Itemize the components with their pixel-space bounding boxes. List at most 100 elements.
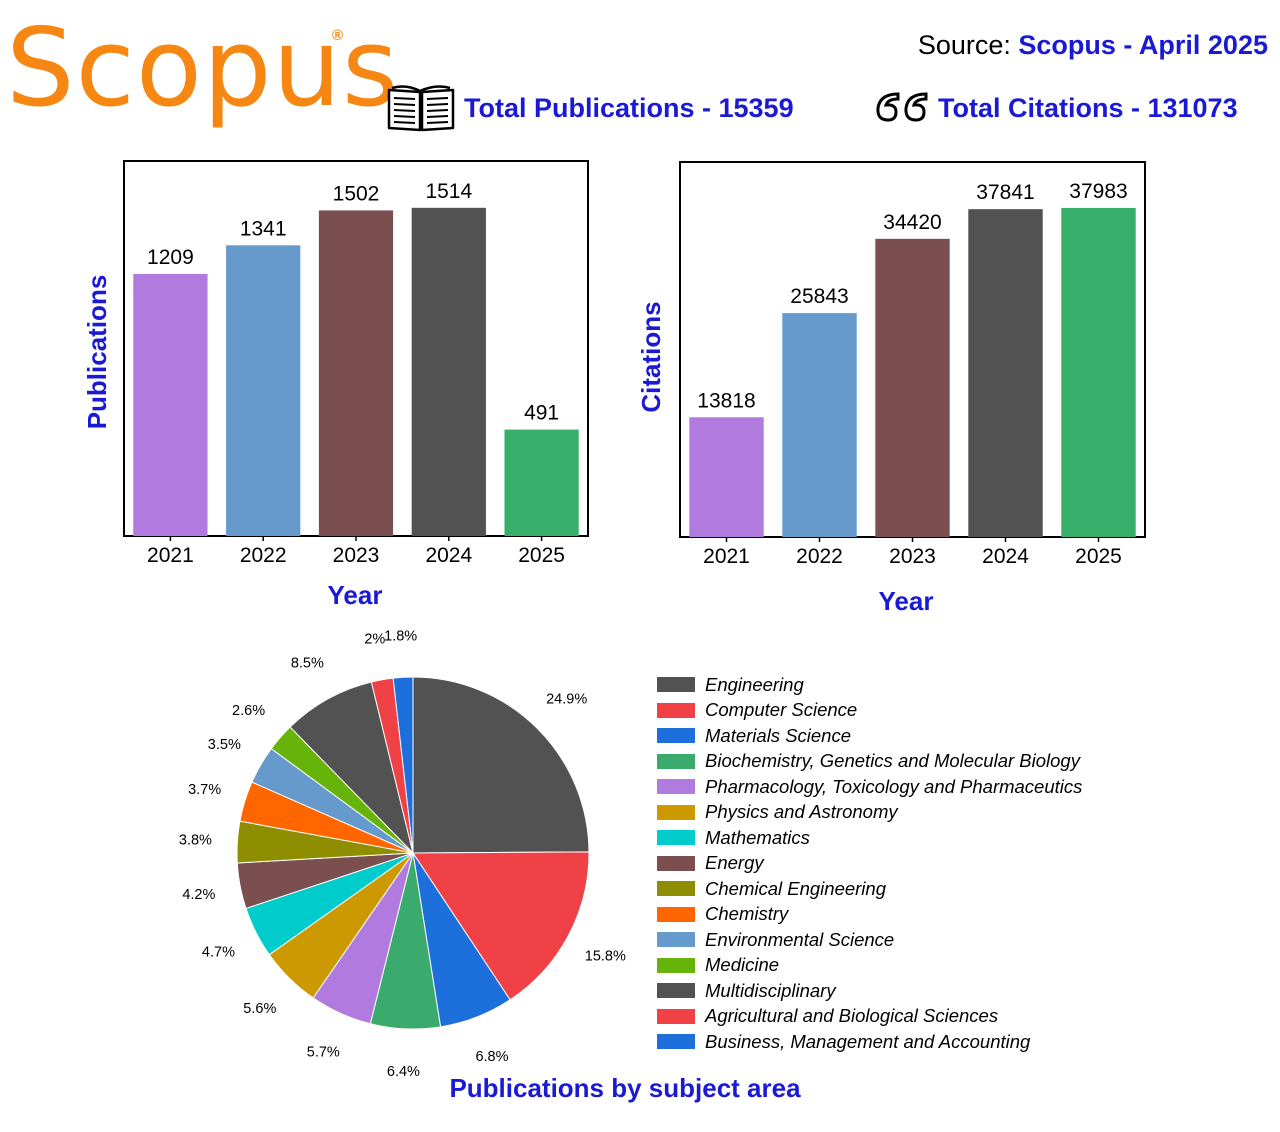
legend-swatch xyxy=(657,906,695,922)
legend-label: Business, Management and Accounting xyxy=(705,1030,1031,1052)
citations-x-tick-label: 2021 xyxy=(703,545,750,568)
registered-mark: ® xyxy=(332,27,344,44)
legend-swatch xyxy=(657,1034,695,1050)
source-line: Source: Scopus - April 2025 xyxy=(918,30,1268,61)
publications-x-tick-label: 2024 xyxy=(425,544,472,567)
legend-item: Chemical Engineering xyxy=(657,876,1082,902)
total-citations-block: Total Citations - 131073 xyxy=(872,80,1238,136)
pie-slice-label: 5.7% xyxy=(307,1045,340,1061)
publications-bar-2021 xyxy=(133,273,208,536)
legend-item: Biochemistry, Genetics and Molecular Bio… xyxy=(657,749,1082,775)
publications-bar-2025 xyxy=(504,429,579,536)
legend-label: Energy xyxy=(705,852,764,874)
pie-slice-label: 2.6% xyxy=(232,703,265,719)
legend-item: Multidisciplinary xyxy=(657,978,1082,1004)
legend-swatch xyxy=(657,753,695,769)
citations-x-tick-label: 2022 xyxy=(796,545,843,568)
citations-value-label: 37841 xyxy=(976,181,1034,204)
legend-label: Multidisciplinary xyxy=(705,979,836,1001)
legend-label: Computer Science xyxy=(705,699,858,721)
legend-item: Chemistry xyxy=(657,902,1082,928)
legend-label: Chemical Engineering xyxy=(705,877,886,899)
citations-x-tick-label: 2024 xyxy=(982,545,1029,568)
publications-chart: 1209 2021 1341 2022 1502 2023 1514 2024 491 2025 Y… xyxy=(82,160,589,610)
publications-bar-2024 xyxy=(411,207,486,536)
legend-item: Computer Science xyxy=(657,698,1082,724)
pie-slice-label: 4.7% xyxy=(202,944,235,960)
citations-bar-2022 xyxy=(782,313,857,537)
legend-label: Biochemistry, Genetics and Molecular Bio… xyxy=(705,750,1080,772)
citations-x-tick-label: 2025 xyxy=(1075,545,1122,568)
citations-bar-2023 xyxy=(875,238,950,537)
citations-bar-2021 xyxy=(689,417,764,537)
citations-bar-2025 xyxy=(1061,207,1136,537)
citations-chart: 13818 2021 25843 2022 34420 2023 37841 2024 3798… xyxy=(636,161,1146,616)
pie-slice-label: 4.2% xyxy=(182,887,215,903)
pie-slice-label: 1.8% xyxy=(384,628,417,644)
publications-value-label: 1514 xyxy=(425,180,472,203)
source-label: Source: xyxy=(917,30,1011,60)
pie-slice xyxy=(412,676,590,854)
legend-item: Mathematics xyxy=(657,825,1082,851)
legend-label: Materials Science xyxy=(705,724,852,746)
pie-chart-title: Publications by subject area xyxy=(449,1073,801,1103)
pie-slice-label: 24.9% xyxy=(546,691,587,707)
publications-y-axis-label: Publications xyxy=(82,275,112,430)
legend-item: Pharmacology, Toxicology and Pharmaceuti… xyxy=(657,774,1082,800)
legend-label: Physics and Astronomy xyxy=(705,801,898,823)
legend-swatch xyxy=(657,957,695,973)
legend-label: Environmental Science xyxy=(705,928,895,950)
publications-bar-2023 xyxy=(318,210,394,537)
legend-label: Medicine xyxy=(705,954,780,976)
legend-item: Medicine xyxy=(657,953,1082,979)
pie-slice xyxy=(392,676,414,854)
scopus-logo: Scopus xyxy=(6,6,400,131)
legend-label: Chemistry xyxy=(705,903,789,925)
pie-slice-label: 15.8% xyxy=(585,949,626,965)
pie-slice-label: 3.5% xyxy=(208,737,241,753)
pie-slice xyxy=(412,851,590,1001)
citations-value-label: 13818 xyxy=(697,389,755,412)
publications-x-tick-label: 2022 xyxy=(240,544,287,567)
legend-item: Agricultural and Biological Sciences xyxy=(657,1004,1082,1030)
citations-x-tick-label: 2023 xyxy=(889,545,936,568)
pie-slice-label: 5.6% xyxy=(243,1001,276,1017)
legend-item: Environmental Science xyxy=(657,927,1082,953)
legend-item: Physics and Astronomy xyxy=(657,800,1082,826)
open-book-icon xyxy=(387,85,455,132)
pie-slice xyxy=(289,681,414,855)
legend-swatch xyxy=(657,779,695,795)
publications-x-tick-label: 2025 xyxy=(518,544,565,567)
legend-item: Energy xyxy=(657,851,1082,877)
citations-x-axis-label: Year xyxy=(879,586,934,616)
legend-swatch xyxy=(657,932,695,948)
citations-value-label: 25843 xyxy=(790,285,848,308)
total-publications: Total Publications - 15359 xyxy=(464,92,794,123)
legend-label: Agricultural and Biological Sciences xyxy=(705,1005,999,1027)
publications-x-axis-label: Year xyxy=(328,580,383,610)
pie-slice-label: 8.5% xyxy=(291,655,324,671)
publications-value-label: 1502 xyxy=(333,182,380,205)
total-publications-block: Total Publications - 15359 xyxy=(386,80,794,136)
publications-value-label: 491 xyxy=(524,402,559,425)
legend-item: Business, Management and Accounting xyxy=(657,1029,1082,1055)
subject-area-pie-chart: 24.9% 15.8% 6.8% 6.4% 5.7% 5.6% 4.7% 4.2% 3.8% 3.… xyxy=(179,628,626,1079)
legend-label: Pharmacology, Toxicology and Pharmaceuti… xyxy=(705,775,1083,797)
legend-swatch xyxy=(657,804,695,820)
publications-bar-2022 xyxy=(226,245,301,537)
legend-swatch xyxy=(657,1008,695,1024)
publications-x-tick-label: 2021 xyxy=(147,544,194,567)
legend-swatch xyxy=(657,830,695,846)
citations-value-label: 37983 xyxy=(1069,180,1127,203)
publications-value-label: 1209 xyxy=(147,246,194,269)
citations-bar-2024 xyxy=(968,209,1043,537)
legend-label: Engineering xyxy=(705,673,804,695)
citations-value-label: 34420 xyxy=(883,211,941,234)
pie-slice-label: 3.7% xyxy=(188,782,221,798)
legend-swatch xyxy=(657,855,695,871)
source-value: Scopus - April 2025 xyxy=(1018,30,1268,60)
publications-x-tick-label: 2023 xyxy=(333,544,380,567)
legend-swatch xyxy=(657,677,695,693)
pie-slice-label: 2% xyxy=(364,631,385,647)
